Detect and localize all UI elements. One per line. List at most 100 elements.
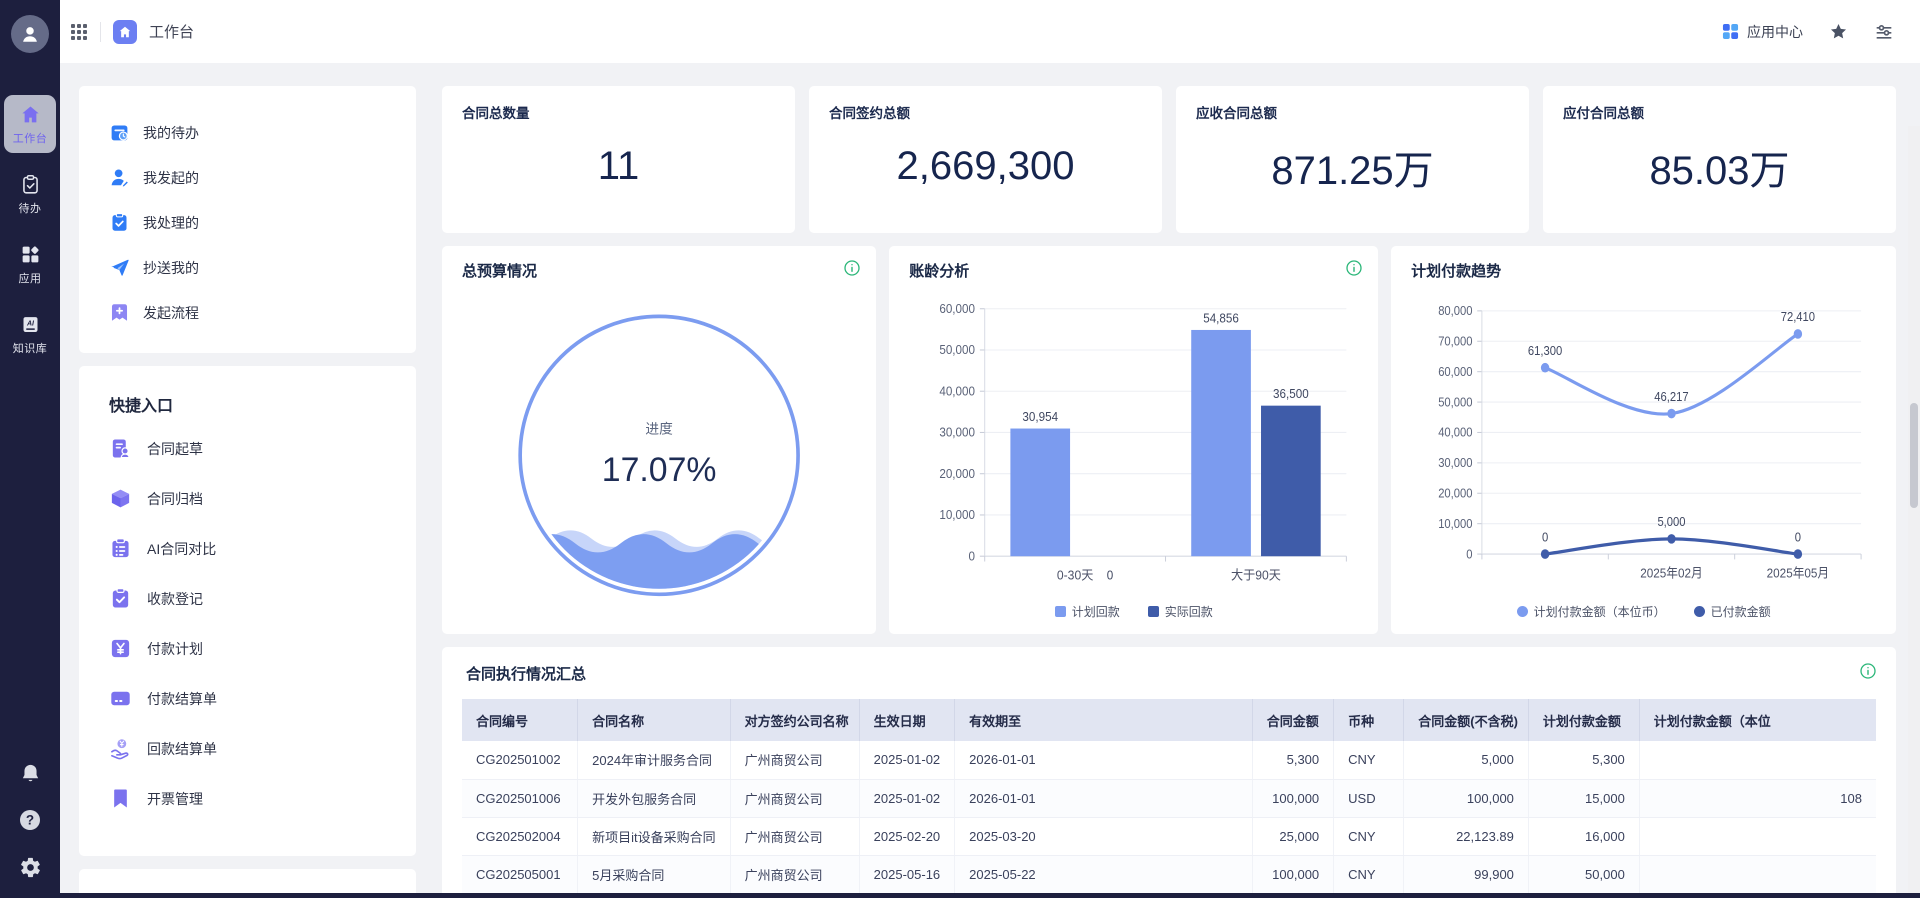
legend-item[interactable]: 计划付款金额（本位币） xyxy=(1516,603,1666,620)
rail-item-workbench[interactable]: 工作台 xyxy=(4,95,56,153)
bar[interactable] xyxy=(1191,329,1252,557)
quick-item-payment-settlement[interactable]: 付款结算单 xyxy=(109,674,416,724)
table-cell: 2025-01-02 xyxy=(859,779,956,818)
bar[interactable] xyxy=(1010,428,1071,557)
column-header[interactable]: 计划付款金额（本位 xyxy=(1639,699,1876,741)
column-header[interactable]: 对方签约公司名称 xyxy=(730,699,860,741)
menu-item-label: 我发起的 xyxy=(143,169,199,186)
quick-item-contract-draft[interactable]: 合同起草 xyxy=(109,424,416,474)
table-row[interactable]: CG202501006 开发外包服务合同 广州商贸公司 2025-01-02 2026-… xyxy=(462,779,1876,818)
column-header[interactable]: 合同金额 xyxy=(1252,699,1335,741)
legend-marker xyxy=(1516,606,1528,617)
menu-item-handled-by-me[interactable]: 我处理的 xyxy=(109,200,416,245)
menu-item-cc-to-me[interactable]: 抄送我的 xyxy=(109,245,416,290)
kpi-row: 合同总数量 11 合同签约总额 2,669,300 应收合同总额 871.25万… xyxy=(442,86,1896,233)
data-point[interactable] xyxy=(1793,329,1803,339)
user-icon xyxy=(109,167,130,188)
data-point[interactable] xyxy=(1793,549,1803,559)
data-point[interactable] xyxy=(1667,534,1676,544)
x-axis-label: 2025年05月 xyxy=(1767,566,1829,581)
kpi-label: 合同签约总额 xyxy=(829,106,910,121)
star-icon[interactable] xyxy=(1829,22,1848,41)
workbench-app-icon[interactable] xyxy=(113,19,137,44)
column-header[interactable]: 生效日期 xyxy=(859,699,956,741)
svg-text:20,000: 20,000 xyxy=(940,466,976,481)
table-cell: 开发外包服务合同 xyxy=(577,779,731,818)
contract-table: 合同编号 合同名称 对方签约公司名称 生效日期 有效期至 合同金额 币种 合同金额(不含税) 计… xyxy=(462,699,1876,894)
kpi-label: 应付合同总额 xyxy=(1563,106,1644,121)
table-cell: 25,000 xyxy=(1252,817,1335,856)
quick-item-receipt-settlement[interactable]: 回款结算单 xyxy=(109,724,416,774)
left-panel: 我的待办 我发起的 我处理的 抄送我的 xyxy=(79,86,416,898)
quick-item-label: 开票管理 xyxy=(147,791,203,807)
svg-text:70,000: 70,000 xyxy=(1438,334,1473,349)
legend-item[interactable]: 实际回款 xyxy=(1147,603,1213,620)
column-header[interactable]: 合同编号 xyxy=(462,699,579,741)
column-header[interactable]: 币种 xyxy=(1333,699,1405,741)
rail-item-apps[interactable]: 应用 xyxy=(4,235,56,293)
quick-item-label: 合同起草 xyxy=(147,441,203,457)
column-header[interactable]: 计划付款金额 xyxy=(1528,699,1640,741)
info-icon[interactable] xyxy=(1860,663,1876,679)
bar-value-label: 30,954 xyxy=(1023,410,1059,425)
legend-item[interactable]: 已付款金额 xyxy=(1693,603,1771,620)
table-cell: 广州商贸公司 xyxy=(730,817,860,856)
quick-item-payment-plan[interactable]: 付款计划 xyxy=(109,624,416,674)
kpi-card-receivable-total: 应收合同总额 871.25万 xyxy=(1176,86,1529,233)
menu-item-start-process[interactable]: 发起流程 xyxy=(109,290,416,335)
bar[interactable] xyxy=(1261,405,1321,557)
menu-item-initiated-by-me[interactable]: 我发起的 xyxy=(109,155,416,200)
rail-item-todo[interactable]: 待办 xyxy=(4,165,56,223)
legend-marker xyxy=(1693,606,1705,617)
quick-entry-card: 快捷入口 合同起草 合同归档 AI合同对比 收 xyxy=(79,366,416,856)
rail-item-knowledge[interactable]: AI 知识库 xyxy=(4,305,56,363)
quick-entry-title: 快捷入口 xyxy=(109,398,174,415)
grid-menu-icon[interactable] xyxy=(70,23,88,41)
table-cell xyxy=(1639,741,1876,780)
table-cell: 108 xyxy=(1639,779,1876,818)
info-icon[interactable] xyxy=(844,260,860,276)
quick-item-contract-archive[interactable]: 合同归档 xyxy=(109,474,416,524)
point-value-label: 46,217 xyxy=(1654,389,1689,404)
aging-bar-chart: 0 10,000 20,000 30,000 40,000 50,000 60,000 0-3… xyxy=(940,302,1348,583)
svg-text:80,000: 80,000 xyxy=(1438,303,1473,318)
table-cell xyxy=(1639,855,1876,894)
table-row[interactable]: CG202505001 5月采购合同 广州商贸公司 2025-05-16 2025-05… xyxy=(462,855,1876,894)
legend-item[interactable]: 计划回款 xyxy=(1054,603,1120,620)
table-cell: 22,123.89 xyxy=(1403,817,1529,856)
avatar[interactable] xyxy=(11,15,49,53)
paper-plane-icon xyxy=(109,257,130,278)
column-header[interactable]: 合同名称 xyxy=(577,699,731,741)
app-center-button[interactable]: 应用中心 xyxy=(1722,22,1803,42)
data-point[interactable] xyxy=(1541,362,1550,373)
bell-icon[interactable] xyxy=(17,760,43,786)
table-row[interactable]: CG202501002 2024年审计服务合同 广州商贸公司 2025-01-02 20… xyxy=(462,741,1876,780)
column-header[interactable]: 有效期至 xyxy=(954,699,1253,741)
help-icon[interactable]: ? xyxy=(17,807,43,833)
kpi-label: 应收合同总额 xyxy=(1196,106,1277,121)
table-row[interactable]: CG202502004 新项目it设备采购合同 广州商贸公司 2025-02-20 20… xyxy=(462,817,1876,856)
scrollbar-thumb[interactable] xyxy=(1910,403,1918,508)
rail-item-label: 应用 xyxy=(18,273,42,285)
point-value-label: 5,000 xyxy=(1658,514,1686,529)
table-cell: 2025-05-22 xyxy=(954,855,1253,894)
preferences-icon[interactable] xyxy=(1874,22,1894,42)
quick-item-invoice-management[interactable]: 开票管理 xyxy=(109,774,416,824)
info-icon[interactable] xyxy=(1346,260,1362,276)
chart-row: 总预算情况 进度 17.07% 账龄分析 0 10,000 20,000 30,000 4… xyxy=(442,246,1896,634)
column-header[interactable]: 合同金额(不含税) xyxy=(1403,699,1529,741)
svg-text:20,000: 20,000 xyxy=(1438,486,1473,501)
svg-text:AI: AI xyxy=(26,320,35,327)
data-point[interactable] xyxy=(1541,549,1550,559)
data-point[interactable] xyxy=(1667,408,1676,419)
table-cell: 广州商贸公司 xyxy=(730,741,860,780)
rail-item-label: 待办 xyxy=(18,203,42,215)
page-scrollbar[interactable] xyxy=(1908,126,1920,898)
gauge-center-label: 进度 xyxy=(645,421,673,436)
table-cell: 50,000 xyxy=(1528,855,1640,894)
quick-item-receipt-register[interactable]: 收款登记 xyxy=(109,574,416,624)
gear-icon[interactable] xyxy=(17,854,43,880)
menu-item-my-todo[interactable]: 我的待办 xyxy=(109,110,416,155)
home-icon xyxy=(20,104,41,125)
quick-item-ai-contract-compare[interactable]: AI合同对比 xyxy=(109,524,416,574)
